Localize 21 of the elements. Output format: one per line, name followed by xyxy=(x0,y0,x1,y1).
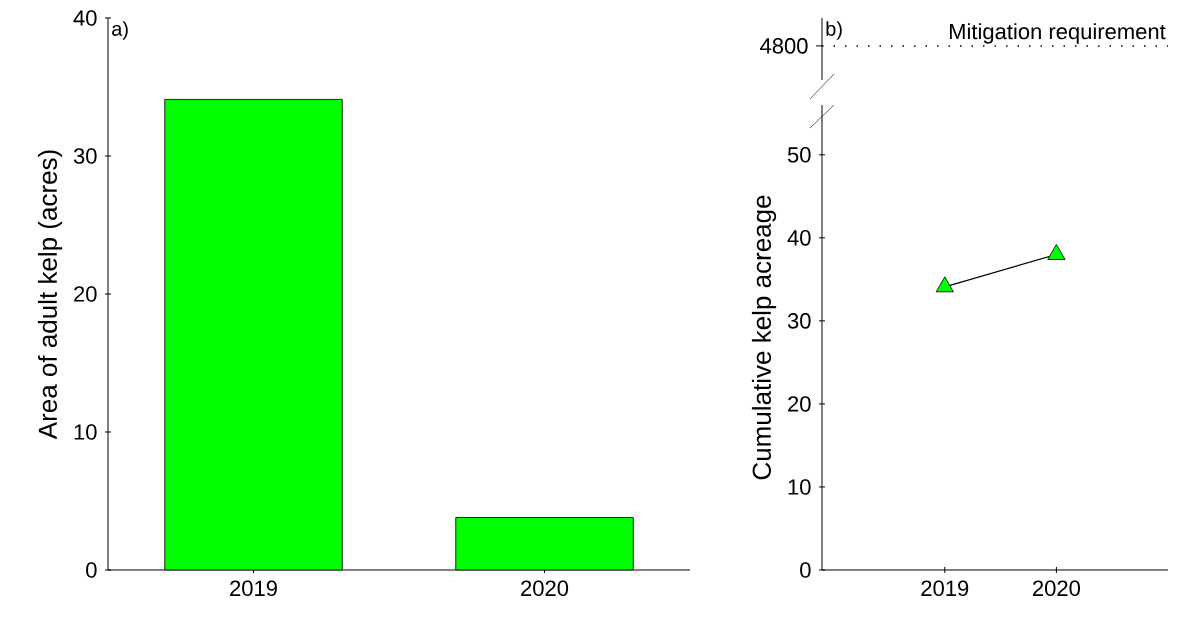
y-tick-label: 0 xyxy=(86,562,97,578)
y-tick-label: 20 xyxy=(788,396,811,412)
y-axis-title: Area of adult kelp (acres) xyxy=(37,150,63,440)
x-tick-label: 2019 xyxy=(230,580,277,597)
y-tick-label: 50 xyxy=(787,147,811,163)
y-axis-title: Cumulative kelp acreage xyxy=(751,195,777,480)
text: 4800 xyxy=(760,38,808,54)
y-tick-label: 40 xyxy=(73,10,97,26)
y-tick-label: 30 xyxy=(787,313,811,329)
y-tick-label: 0 xyxy=(800,562,811,578)
y-tick-label: 40 xyxy=(787,230,811,246)
x-tick-label: 2020 xyxy=(1033,580,1080,597)
y-tick-label: 10 xyxy=(74,424,97,440)
y-tick-label: 30 xyxy=(73,148,97,164)
text: Mitigation requirement xyxy=(949,23,1166,44)
annotation: a) xyxy=(112,21,128,40)
text: b) xyxy=(826,21,842,40)
y-tick-label: 20 xyxy=(74,286,97,302)
x-tick-label: 2019 xyxy=(921,580,969,597)
y-tick-label: 10 xyxy=(788,479,811,495)
x-tick-label: 2020 xyxy=(521,580,569,597)
